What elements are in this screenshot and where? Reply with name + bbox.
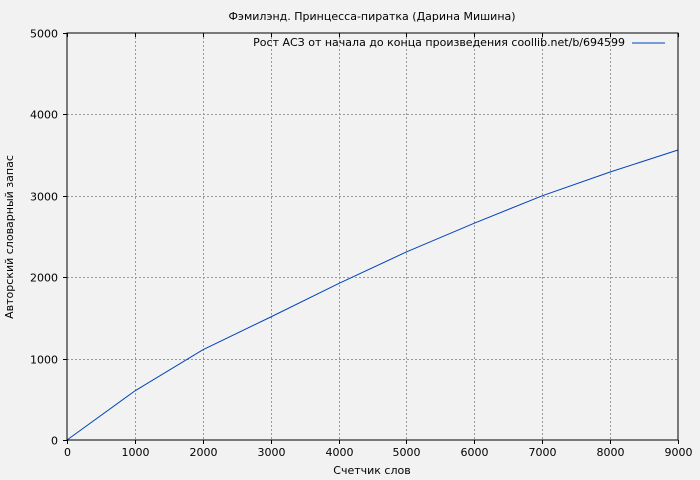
x-tick-label: 9000 [665, 446, 693, 459]
x-tick-label: 7000 [529, 446, 557, 459]
legend: Рост АСЗ от начала до конца произведения… [253, 36, 665, 49]
grid [67, 33, 678, 440]
plot-background [67, 33, 678, 440]
x-tick-label: 4000 [326, 446, 354, 459]
ticks: 0 1000 2000 3000 4000 5000 6000 7000 8000 9000 0 10… [30, 28, 693, 460]
y-tick-label: 5000 [30, 28, 58, 41]
x-tick-label: 8000 [597, 446, 625, 459]
y-tick-label: 2000 [30, 272, 58, 285]
x-tick-label: 1000 [122, 446, 150, 459]
chart-title: Фэмилэнд. Принцесса-пиратка (Дарина Миши… [228, 10, 515, 23]
x-tick-label: 3000 [258, 446, 286, 459]
x-tick-label: 2000 [190, 446, 218, 459]
y-tick-label: 4000 [30, 109, 58, 122]
y-tick-label: 1000 [30, 354, 58, 367]
series-line [66, 149, 679, 441]
x-tick-label: 0 [64, 446, 71, 459]
y-tick-label: 0 [51, 435, 58, 448]
x-tick-label: 6000 [461, 446, 489, 459]
x-axis-label: Счетчик слов [333, 464, 410, 477]
y-tick-label: 3000 [30, 191, 58, 204]
y-axis-label: Авторский словарный запас [3, 155, 16, 319]
legend-label: Рост АСЗ от начала до конца произведения… [253, 36, 625, 49]
x-tick-label: 5000 [393, 446, 421, 459]
plot-frame [66, 32, 679, 441]
